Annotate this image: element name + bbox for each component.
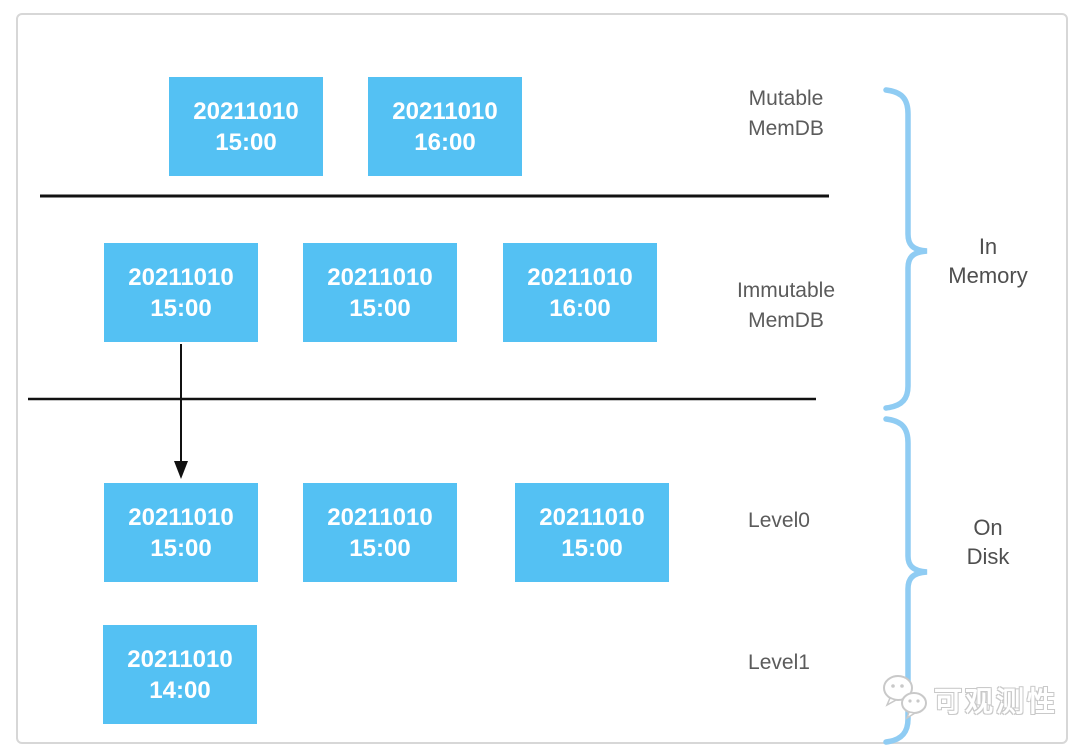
watermark-text: 可观测性 [934, 686, 1059, 717]
block-time: 15:00 [215, 128, 277, 156]
row-label-immutable-memdb: Immutable MemDB [736, 279, 836, 332]
block-time: 16:00 [549, 294, 611, 322]
block-date: 20211010 [128, 503, 234, 531]
block-date: 20211010 [539, 503, 645, 531]
block-date: 20211010 [128, 263, 234, 291]
flush-arrow-head [174, 461, 188, 479]
memdb-block: 20211010 16:00 [503, 243, 657, 342]
sstable-block: 20211010 15:00 [104, 483, 258, 582]
block-time: 14:00 [149, 676, 211, 704]
sstable-block: 20211010 14:00 [103, 625, 257, 724]
block-time: 15:00 [150, 294, 212, 322]
block-time: 16:00 [414, 128, 476, 156]
memdb-block: 20211010 15:00 [169, 77, 323, 176]
brace-on-disk [883, 416, 928, 745]
block-time: 15:00 [150, 534, 212, 562]
brace-in-memory [883, 87, 928, 411]
row-label-level1: Level1 [748, 651, 810, 674]
memdb-block: 20211010 15:00 [104, 243, 258, 342]
block-date: 20211010 [527, 263, 633, 291]
row-label-mutable-memdb: Mutable MemDB [748, 87, 824, 140]
memdb-block: 20211010 15:00 [303, 243, 457, 342]
block-time: 15:00 [349, 294, 411, 322]
block-date: 20211010 [193, 97, 299, 125]
wechat-bubbles-icon [883, 675, 927, 720]
block-time: 15:00 [349, 534, 411, 562]
row-label-level0: Level0 [748, 509, 810, 532]
block-date: 20211010 [327, 503, 433, 531]
watermark: 可观测性 [878, 672, 1055, 728]
block-date: 20211010 [327, 263, 433, 291]
block-time: 15:00 [561, 534, 623, 562]
sstable-block: 20211010 15:00 [303, 483, 457, 582]
block-date: 20211010 [127, 645, 233, 673]
sstable-block: 20211010 15:00 [515, 483, 669, 582]
side-label-on-disk: On Disk [966, 515, 1010, 569]
side-label-in-memory: In Memory [948, 234, 1028, 288]
memdb-block: 20211010 16:00 [368, 77, 522, 176]
block-date: 20211010 [392, 97, 498, 125]
